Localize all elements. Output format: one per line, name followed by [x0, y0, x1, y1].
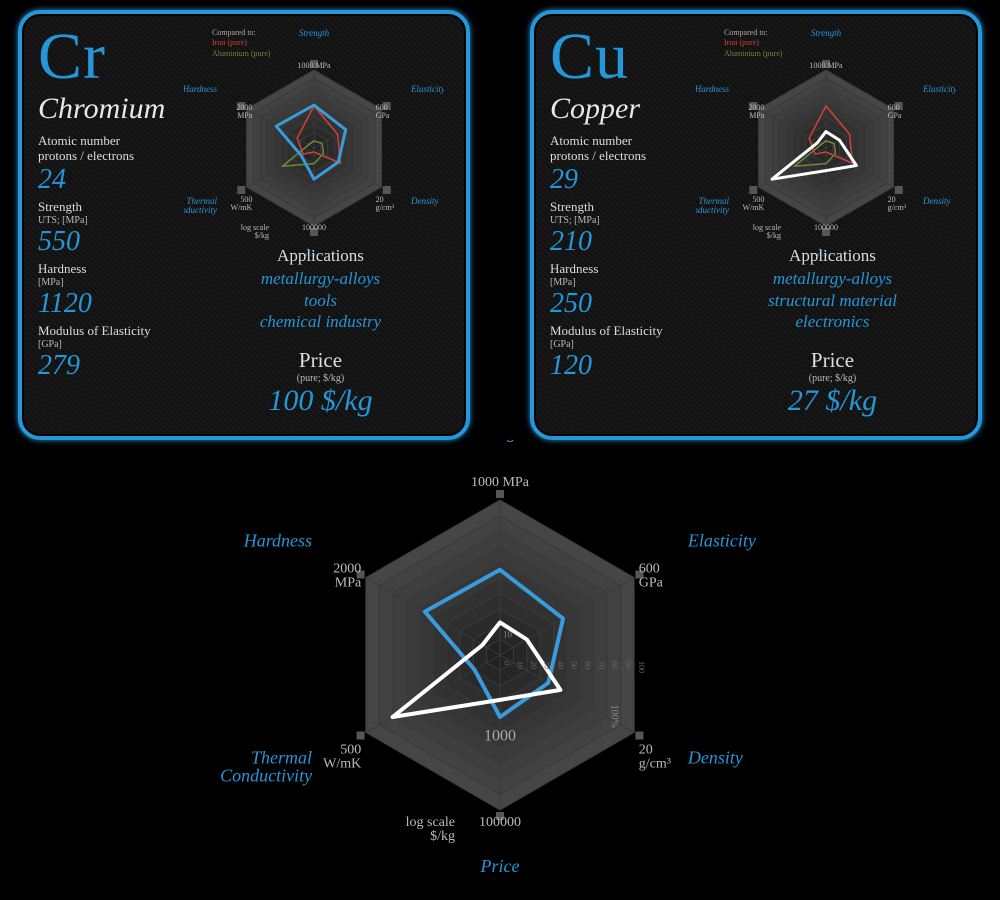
- svg-text:Hardness: Hardness: [696, 84, 729, 94]
- svg-text:Hardness: Hardness: [243, 531, 312, 551]
- cards-row: Compared to: Iron (pure) Aluminium (pure…: [0, 0, 1000, 440]
- svg-text:500W/mK: 500W/mK: [743, 195, 765, 212]
- svg-text:Density: Density: [922, 196, 951, 206]
- comparison-radar-wrap: Strength 1000 MPa Elasticity 600GPa Density 2…: [0, 440, 1000, 890]
- applications: metallurgy-alloys tools chemical industr…: [193, 268, 448, 332]
- svg-text:0: 0: [502, 661, 511, 665]
- mini-radar-copper: Strength1000 MPaElasticity600GPaDensity2…: [696, 26, 956, 256]
- svg-text:Strength: Strength: [299, 28, 330, 38]
- svg-text:90: 90: [623, 661, 632, 669]
- svg-text:2000MPa: 2000MPa: [333, 562, 362, 591]
- svg-text:ThermalConductivity: ThermalConductivity: [220, 748, 312, 786]
- svg-text:Density: Density: [410, 196, 439, 206]
- svg-text:Price: Price: [480, 856, 520, 876]
- svg-text:100000: 100000: [479, 815, 521, 830]
- svg-text:2000MPa: 2000MPa: [236, 103, 252, 120]
- svg-text:Elasticity: Elasticity: [410, 84, 444, 94]
- svg-text:100: 100: [637, 661, 646, 673]
- svg-text:Strength: Strength: [470, 440, 530, 442]
- svg-text:log scale$/kg: log scale$/kg: [753, 223, 782, 240]
- svg-text:Elasticity: Elasticity: [687, 531, 756, 551]
- svg-text:500W/mK: 500W/mK: [323, 743, 361, 772]
- svg-text:log scale$/kg: log scale$/kg: [406, 815, 455, 844]
- svg-text:log scale$/kg: log scale$/kg: [241, 223, 270, 240]
- card-chromium: Compared to: Iron (pure) Aluminium (pure…: [18, 10, 470, 440]
- comparison-radar: Strength 1000 MPa Elasticity 600GPa Density 2…: [220, 440, 780, 890]
- price-value: 27 $/kg: [705, 384, 960, 418]
- right-block: Applications metallurgy-alloys structura…: [705, 246, 960, 418]
- svg-text:1000 MPa: 1000 MPa: [297, 61, 331, 70]
- svg-text:80: 80: [610, 661, 619, 669]
- svg-text:60: 60: [583, 661, 592, 669]
- card-copper: Compared to: Iron (pure) Aluminium (pure…: [530, 10, 982, 440]
- svg-text:30: 30: [542, 661, 551, 669]
- svg-text:40: 40: [556, 661, 565, 669]
- svg-text:2000MPa: 2000MPa: [748, 103, 764, 120]
- mini-radar-chromium: Strength1000 MPaElasticity600GPaDensity2…: [184, 26, 444, 256]
- svg-text:10: 10: [515, 661, 524, 669]
- svg-text:10: 10: [503, 630, 513, 640]
- svg-text:70: 70: [596, 661, 605, 669]
- svg-text:500W/mK: 500W/mK: [231, 195, 253, 212]
- svg-text:100000: 100000: [302, 223, 326, 232]
- svg-text:100%: 100%: [609, 705, 620, 728]
- svg-text:20g/cm³: 20g/cm³: [639, 743, 671, 772]
- svg-text:Strength: Strength: [811, 28, 842, 38]
- svg-text:20: 20: [529, 661, 538, 669]
- svg-text:1000: 1000: [484, 727, 516, 744]
- right-block: Applications metallurgy-alloys tools che…: [193, 246, 448, 418]
- svg-text:600GPa: 600GPa: [639, 562, 664, 591]
- svg-text:ThermalConductivity: ThermalConductivity: [184, 196, 217, 215]
- svg-text:50: 50: [569, 661, 578, 669]
- svg-text:1000 MPa: 1000 MPa: [471, 475, 530, 490]
- svg-text:100000: 100000: [814, 223, 838, 232]
- applications: metallurgy-alloys structural material el…: [705, 268, 960, 332]
- svg-text:20g/cm³: 20g/cm³: [376, 195, 395, 212]
- svg-text:ThermalConductivity: ThermalConductivity: [696, 196, 729, 215]
- svg-text:Elasticity: Elasticity: [922, 84, 956, 94]
- svg-text:Hardness: Hardness: [184, 84, 217, 94]
- price-value: 100 $/kg: [193, 384, 448, 418]
- svg-text:20g/cm³: 20g/cm³: [888, 195, 907, 212]
- svg-text:1000 MPa: 1000 MPa: [809, 61, 843, 70]
- svg-text:Density: Density: [687, 748, 743, 768]
